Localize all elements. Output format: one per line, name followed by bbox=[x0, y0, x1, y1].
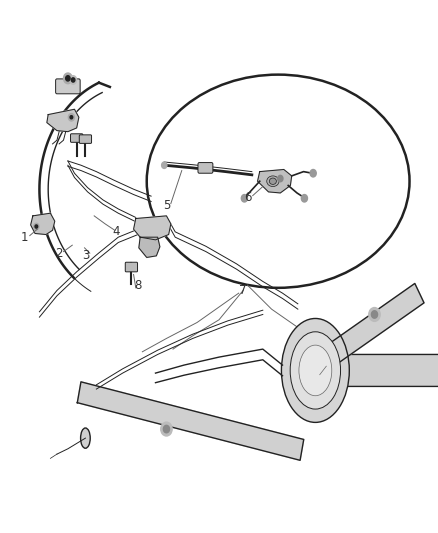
Ellipse shape bbox=[81, 428, 90, 448]
Polygon shape bbox=[47, 109, 79, 132]
FancyBboxPatch shape bbox=[198, 163, 213, 173]
Ellipse shape bbox=[290, 332, 341, 409]
Circle shape bbox=[70, 116, 73, 119]
Circle shape bbox=[163, 425, 170, 433]
FancyBboxPatch shape bbox=[56, 79, 80, 94]
Circle shape bbox=[301, 195, 307, 202]
Polygon shape bbox=[134, 216, 171, 240]
Ellipse shape bbox=[269, 178, 276, 184]
Circle shape bbox=[278, 175, 283, 182]
Circle shape bbox=[70, 76, 77, 84]
Text: 6: 6 bbox=[244, 191, 251, 204]
Circle shape bbox=[310, 169, 316, 177]
Text: 7: 7 bbox=[239, 284, 247, 297]
Text: 4: 4 bbox=[112, 225, 120, 238]
FancyBboxPatch shape bbox=[79, 135, 92, 143]
Text: 1: 1 bbox=[20, 231, 28, 244]
Text: 3: 3 bbox=[82, 249, 89, 262]
Circle shape bbox=[369, 308, 380, 321]
Circle shape bbox=[66, 76, 70, 81]
Circle shape bbox=[71, 78, 75, 82]
Circle shape bbox=[35, 225, 38, 228]
Ellipse shape bbox=[267, 176, 279, 187]
Polygon shape bbox=[258, 169, 292, 193]
Text: 5: 5 bbox=[163, 199, 170, 212]
Circle shape bbox=[241, 195, 247, 202]
Ellipse shape bbox=[281, 318, 350, 422]
Circle shape bbox=[162, 162, 167, 168]
Circle shape bbox=[161, 422, 172, 436]
Polygon shape bbox=[78, 382, 304, 461]
FancyBboxPatch shape bbox=[71, 134, 83, 142]
Text: 2: 2 bbox=[55, 247, 63, 260]
Polygon shape bbox=[316, 284, 424, 372]
Circle shape bbox=[68, 114, 74, 121]
Text: 8: 8 bbox=[134, 279, 141, 292]
Polygon shape bbox=[31, 213, 55, 235]
FancyBboxPatch shape bbox=[125, 262, 138, 272]
Polygon shape bbox=[139, 237, 160, 257]
FancyBboxPatch shape bbox=[338, 354, 438, 386]
Circle shape bbox=[34, 223, 39, 230]
Circle shape bbox=[64, 73, 72, 84]
Circle shape bbox=[371, 311, 378, 318]
Ellipse shape bbox=[299, 345, 332, 395]
